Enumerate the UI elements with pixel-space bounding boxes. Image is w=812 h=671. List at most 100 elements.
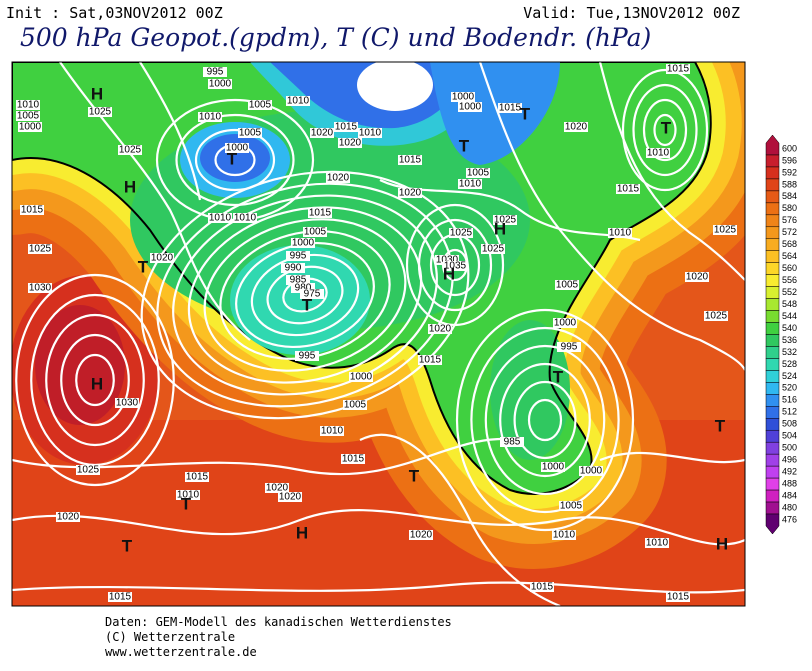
isobar-label: 1020: [686, 272, 709, 283]
isobar-label: 1015: [667, 64, 690, 75]
legend-swatch: [765, 298, 780, 311]
isobar-label: 1010: [359, 128, 382, 139]
label-background: [541, 462, 565, 472]
isobar-label: 1020: [266, 483, 289, 494]
label-background: [500, 437, 524, 447]
legend-tick-label: 592: [782, 167, 797, 177]
legend-swatch: [765, 134, 780, 156]
label-background: [458, 102, 482, 112]
legend-swatch: [765, 190, 780, 204]
legend-swatch: [765, 513, 780, 535]
label-background: [238, 128, 262, 138]
isobar: [470, 326, 620, 514]
legend-swatch: [765, 370, 780, 383]
pressure-center: T: [227, 149, 238, 168]
isobar: [175, 113, 295, 207]
label-background: [265, 483, 289, 493]
legend-tick-label: 520: [782, 383, 797, 393]
label-background: [286, 96, 310, 106]
isobar: [203, 218, 407, 372]
legend-swatch: [765, 453, 780, 467]
isobar: [75, 353, 115, 407]
isobar-label: 1010: [459, 179, 482, 190]
label-background: [115, 398, 139, 408]
isobar-label: 995: [299, 351, 316, 362]
isobar-label: 1020: [151, 253, 174, 264]
isobar-label: 995: [561, 342, 578, 353]
isobar-label: 1030: [29, 283, 52, 294]
pressure-center: H: [296, 523, 308, 542]
isobar-label: 1015: [499, 103, 522, 114]
isobar-label: 1005: [17, 111, 40, 122]
isobar-label: 1020: [429, 324, 452, 335]
isobar-label: 1020: [339, 138, 362, 149]
isobar: [513, 380, 577, 460]
legend-swatch: [765, 226, 780, 240]
label-background: [409, 530, 433, 540]
label-background: [553, 318, 577, 328]
legend-tick-label: 548: [782, 299, 797, 309]
pressure-center: T: [181, 494, 192, 513]
legend-swatch: [765, 406, 780, 419]
isobar-label: 1000: [452, 92, 475, 103]
legend-tick-label: 532: [782, 347, 797, 357]
pressure-center: H: [443, 264, 455, 283]
legend-swatch: [765, 238, 780, 251]
isobar-label: 1000: [459, 102, 482, 113]
label-background: [208, 213, 232, 223]
isobar-label: 1025: [482, 244, 505, 255]
legend-swatch: [765, 334, 780, 347]
isobar-label: 1030: [116, 398, 139, 409]
legend-tick-label: 500: [782, 443, 797, 453]
isobar-label: 1000: [226, 143, 249, 154]
legend-tick-label: 496: [782, 455, 797, 465]
label-background: [16, 100, 40, 110]
legend-swatch: [765, 274, 780, 287]
isobar-label: 1005: [344, 400, 367, 411]
label-background: [435, 255, 459, 265]
pressure-center: T: [715, 416, 726, 435]
label-background: [564, 122, 588, 132]
isobar: [405, 203, 505, 327]
contour-552: [12, 62, 712, 495]
cold-area: [200, 134, 270, 182]
map-frame: [11, 61, 746, 607]
label-background: [203, 67, 227, 77]
isobar-label: 1005: [556, 280, 579, 291]
label-background: [443, 261, 467, 271]
isobar-label: 985: [290, 275, 307, 286]
pressure-center: H: [124, 177, 136, 196]
label-background: [20, 205, 44, 215]
label-background: [248, 100, 272, 110]
isobar: [359, 433, 561, 606]
label-background: [300, 289, 324, 299]
isobar-label: 1025: [119, 145, 142, 156]
isobar-label: 1005: [560, 501, 583, 512]
label-background: [666, 64, 690, 74]
legend-swatch: [765, 382, 780, 395]
isobars: [12, 62, 745, 606]
isobar-label: 1010: [199, 112, 222, 123]
legend-swatch: [765, 441, 780, 455]
isobar: [455, 308, 635, 532]
legend-tick-label: 508: [782, 419, 797, 429]
pressure-center: H: [716, 534, 728, 553]
isobar-label: 1025: [494, 215, 517, 226]
isobar-label: 995: [207, 67, 224, 78]
isobar-label: 1015: [531, 582, 554, 593]
legend-tick-label: 568: [782, 239, 797, 249]
isobar-label: 1005: [467, 168, 490, 179]
isobar-label: 1005: [239, 128, 262, 139]
isobar-label: 1005: [249, 100, 272, 111]
pressure-center: H: [91, 84, 103, 103]
isobar: [15, 273, 175, 487]
label-background: [555, 280, 579, 290]
legend-swatch: [765, 465, 780, 479]
isobar-label: 1020: [565, 122, 588, 133]
isobar-label: 1000: [554, 318, 577, 329]
legend-swatch: [765, 429, 780, 443]
label-background: [666, 592, 690, 602]
legend-tick-label: 484: [782, 490, 797, 500]
legend-swatch: [765, 322, 780, 335]
